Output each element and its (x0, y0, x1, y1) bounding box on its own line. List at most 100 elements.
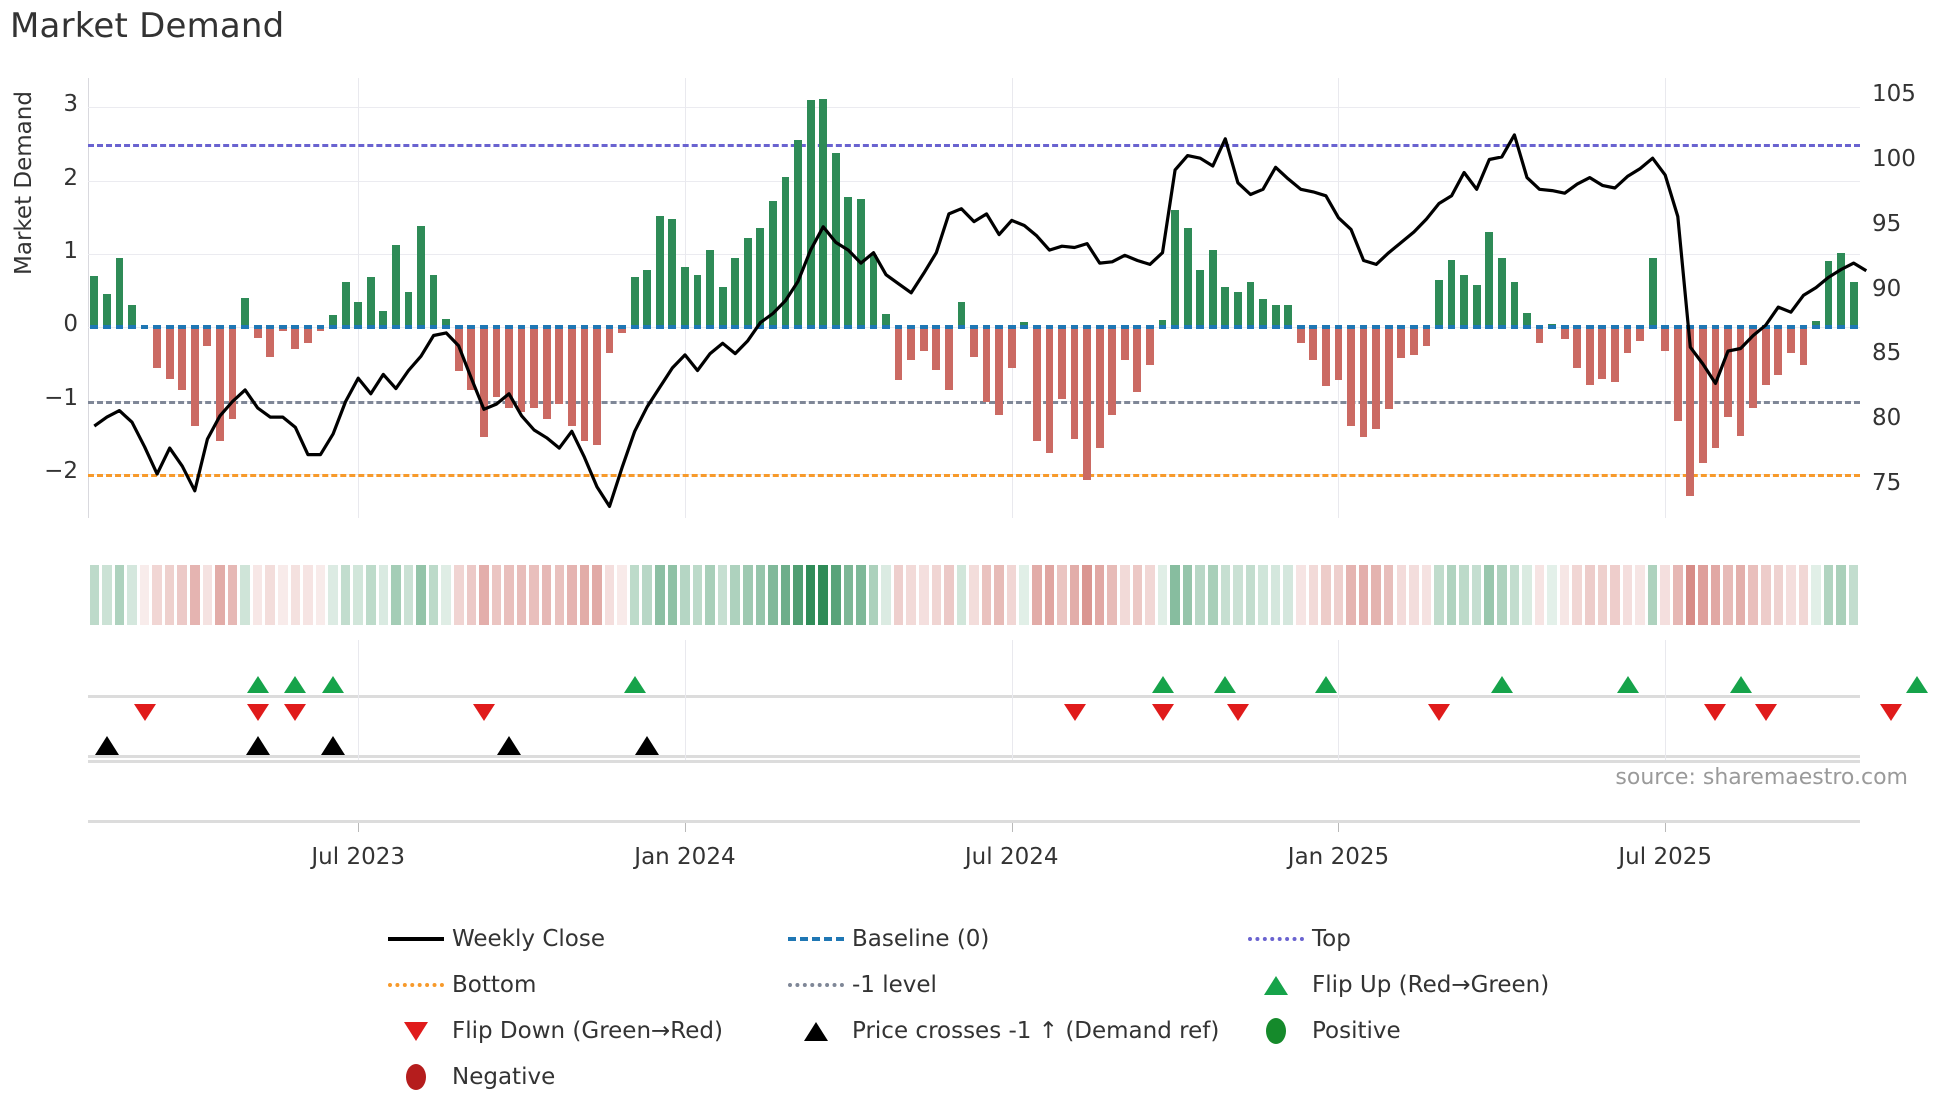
heat-cell (1534, 565, 1545, 625)
legend-item[interactable]: Price crosses -1 ↑ (Demand ref) (780, 1018, 1240, 1044)
baseline-segment (90, 325, 99, 330)
baseline-segment (593, 325, 601, 330)
heat-cell (1672, 565, 1683, 625)
baseline-segment (429, 325, 438, 330)
heat-cell (1710, 565, 1721, 625)
baseline-segment (580, 325, 589, 330)
legend-item[interactable]: Bottom (380, 972, 780, 998)
baseline-segment (492, 325, 501, 330)
baseline-segment (102, 325, 111, 330)
demand-bar (1271, 305, 1280, 328)
heat-cell (642, 565, 653, 625)
x-axis-tick (1665, 820, 1667, 832)
demand-bar (1560, 327, 1569, 340)
legend-item[interactable]: Positive (1240, 1018, 1580, 1044)
demand-bar (1422, 327, 1431, 346)
heat-cell (403, 565, 414, 625)
baseline-segment (555, 325, 564, 330)
x-axis-tick-label: Jan 2025 (1287, 844, 1390, 870)
baseline-segment (756, 325, 765, 330)
baseline-segment (417, 325, 425, 330)
y-axis-right-tick: 100 (1872, 146, 1916, 173)
heat-cell (453, 565, 464, 625)
heat-cell (1497, 565, 1507, 625)
heat-cell (416, 565, 426, 625)
demand-bar (1711, 327, 1720, 449)
legend-item[interactable]: Flip Down (Green→Red) (380, 1018, 780, 1044)
baseline-segment (1171, 325, 1179, 330)
demand-bar (203, 327, 212, 346)
legend-item[interactable]: Negative (380, 1064, 780, 1090)
baseline-segment (1585, 325, 1594, 330)
demand-bar (241, 298, 249, 328)
baseline-segment (794, 325, 802, 330)
baseline-segment (1422, 325, 1431, 330)
legend-item[interactable]: Weekly Close (380, 926, 780, 952)
baseline-segment (278, 325, 287, 330)
demand-bar (995, 327, 1004, 416)
flip-up-marker (246, 676, 269, 693)
demand-bar (1284, 305, 1293, 328)
legend-label: Bottom (452, 972, 537, 998)
heat-cell (1258, 565, 1268, 625)
x-axis-tick-label: Jul 2024 (964, 844, 1059, 870)
baseline-segment (1598, 325, 1607, 330)
heat-cell (541, 565, 552, 625)
demand-bar (731, 257, 740, 328)
y-axis-spine (88, 78, 89, 518)
demand-bar (1397, 327, 1406, 359)
dotted-line-gray-icon (780, 983, 852, 987)
baseline-segment (1749, 325, 1758, 330)
legend-row: Bottom -1 level Flip Up (Red→Green) (380, 966, 1580, 1004)
demand-bar (643, 270, 652, 328)
y-axis-right-tick: 90 (1872, 275, 1902, 302)
legend-item[interactable]: Baseline (0) (780, 926, 1240, 952)
heat-cell (1798, 565, 1809, 625)
heat-cell (1459, 565, 1469, 625)
heat-cell (1333, 565, 1344, 625)
baseline-segment (731, 325, 740, 330)
demand-bar (1724, 327, 1732, 417)
y-axis-left-tick: −1 (44, 384, 78, 411)
legend-item[interactable]: Flip Up (Red→Green) (1240, 972, 1580, 998)
demand-bar (781, 177, 790, 328)
baseline-segment (1271, 325, 1280, 330)
heat-cell (1396, 565, 1407, 625)
baseline-segment (1221, 325, 1230, 330)
baseline-segment (253, 325, 262, 330)
baseline-segment (630, 325, 639, 330)
vertical-gridline (1011, 78, 1013, 518)
baseline-segment (944, 325, 953, 330)
legend-label: Top (1312, 926, 1351, 952)
heat-cell (793, 565, 803, 625)
y-axis-right-tick: 75 (1872, 469, 1902, 496)
demand-bar (630, 277, 639, 328)
heat-cell (705, 565, 715, 625)
triangle-up-green-icon (1240, 975, 1312, 995)
y-axis-left-tick: 3 (63, 91, 78, 118)
baseline-segment (1761, 325, 1770, 330)
baseline-segment (291, 325, 300, 330)
heat-cell (1698, 565, 1708, 625)
demand-bar (580, 327, 589, 441)
demand-bar (190, 327, 199, 427)
heat-cell (1773, 565, 1784, 625)
heat-cell (868, 565, 879, 625)
baseline-segment (919, 325, 928, 330)
baseline-segment (304, 325, 312, 330)
legend-item[interactable]: Top (1240, 926, 1580, 952)
baseline-segment (442, 325, 451, 330)
heat-cell (466, 565, 477, 625)
heat-cell (1170, 565, 1180, 625)
baseline-segment (1083, 325, 1091, 330)
baseline-segment (743, 325, 752, 330)
heat-cell (1585, 565, 1595, 625)
background-rule (88, 760, 1860, 763)
legend-item[interactable]: -1 level (780, 972, 1240, 998)
baseline-segment (957, 325, 966, 330)
baseline-segment (228, 325, 237, 330)
demand-bar (1032, 327, 1041, 441)
y-axis-right-tick: 85 (1872, 340, 1902, 367)
demand-heat-strip (88, 565, 1860, 625)
baseline-segment (1208, 325, 1217, 330)
